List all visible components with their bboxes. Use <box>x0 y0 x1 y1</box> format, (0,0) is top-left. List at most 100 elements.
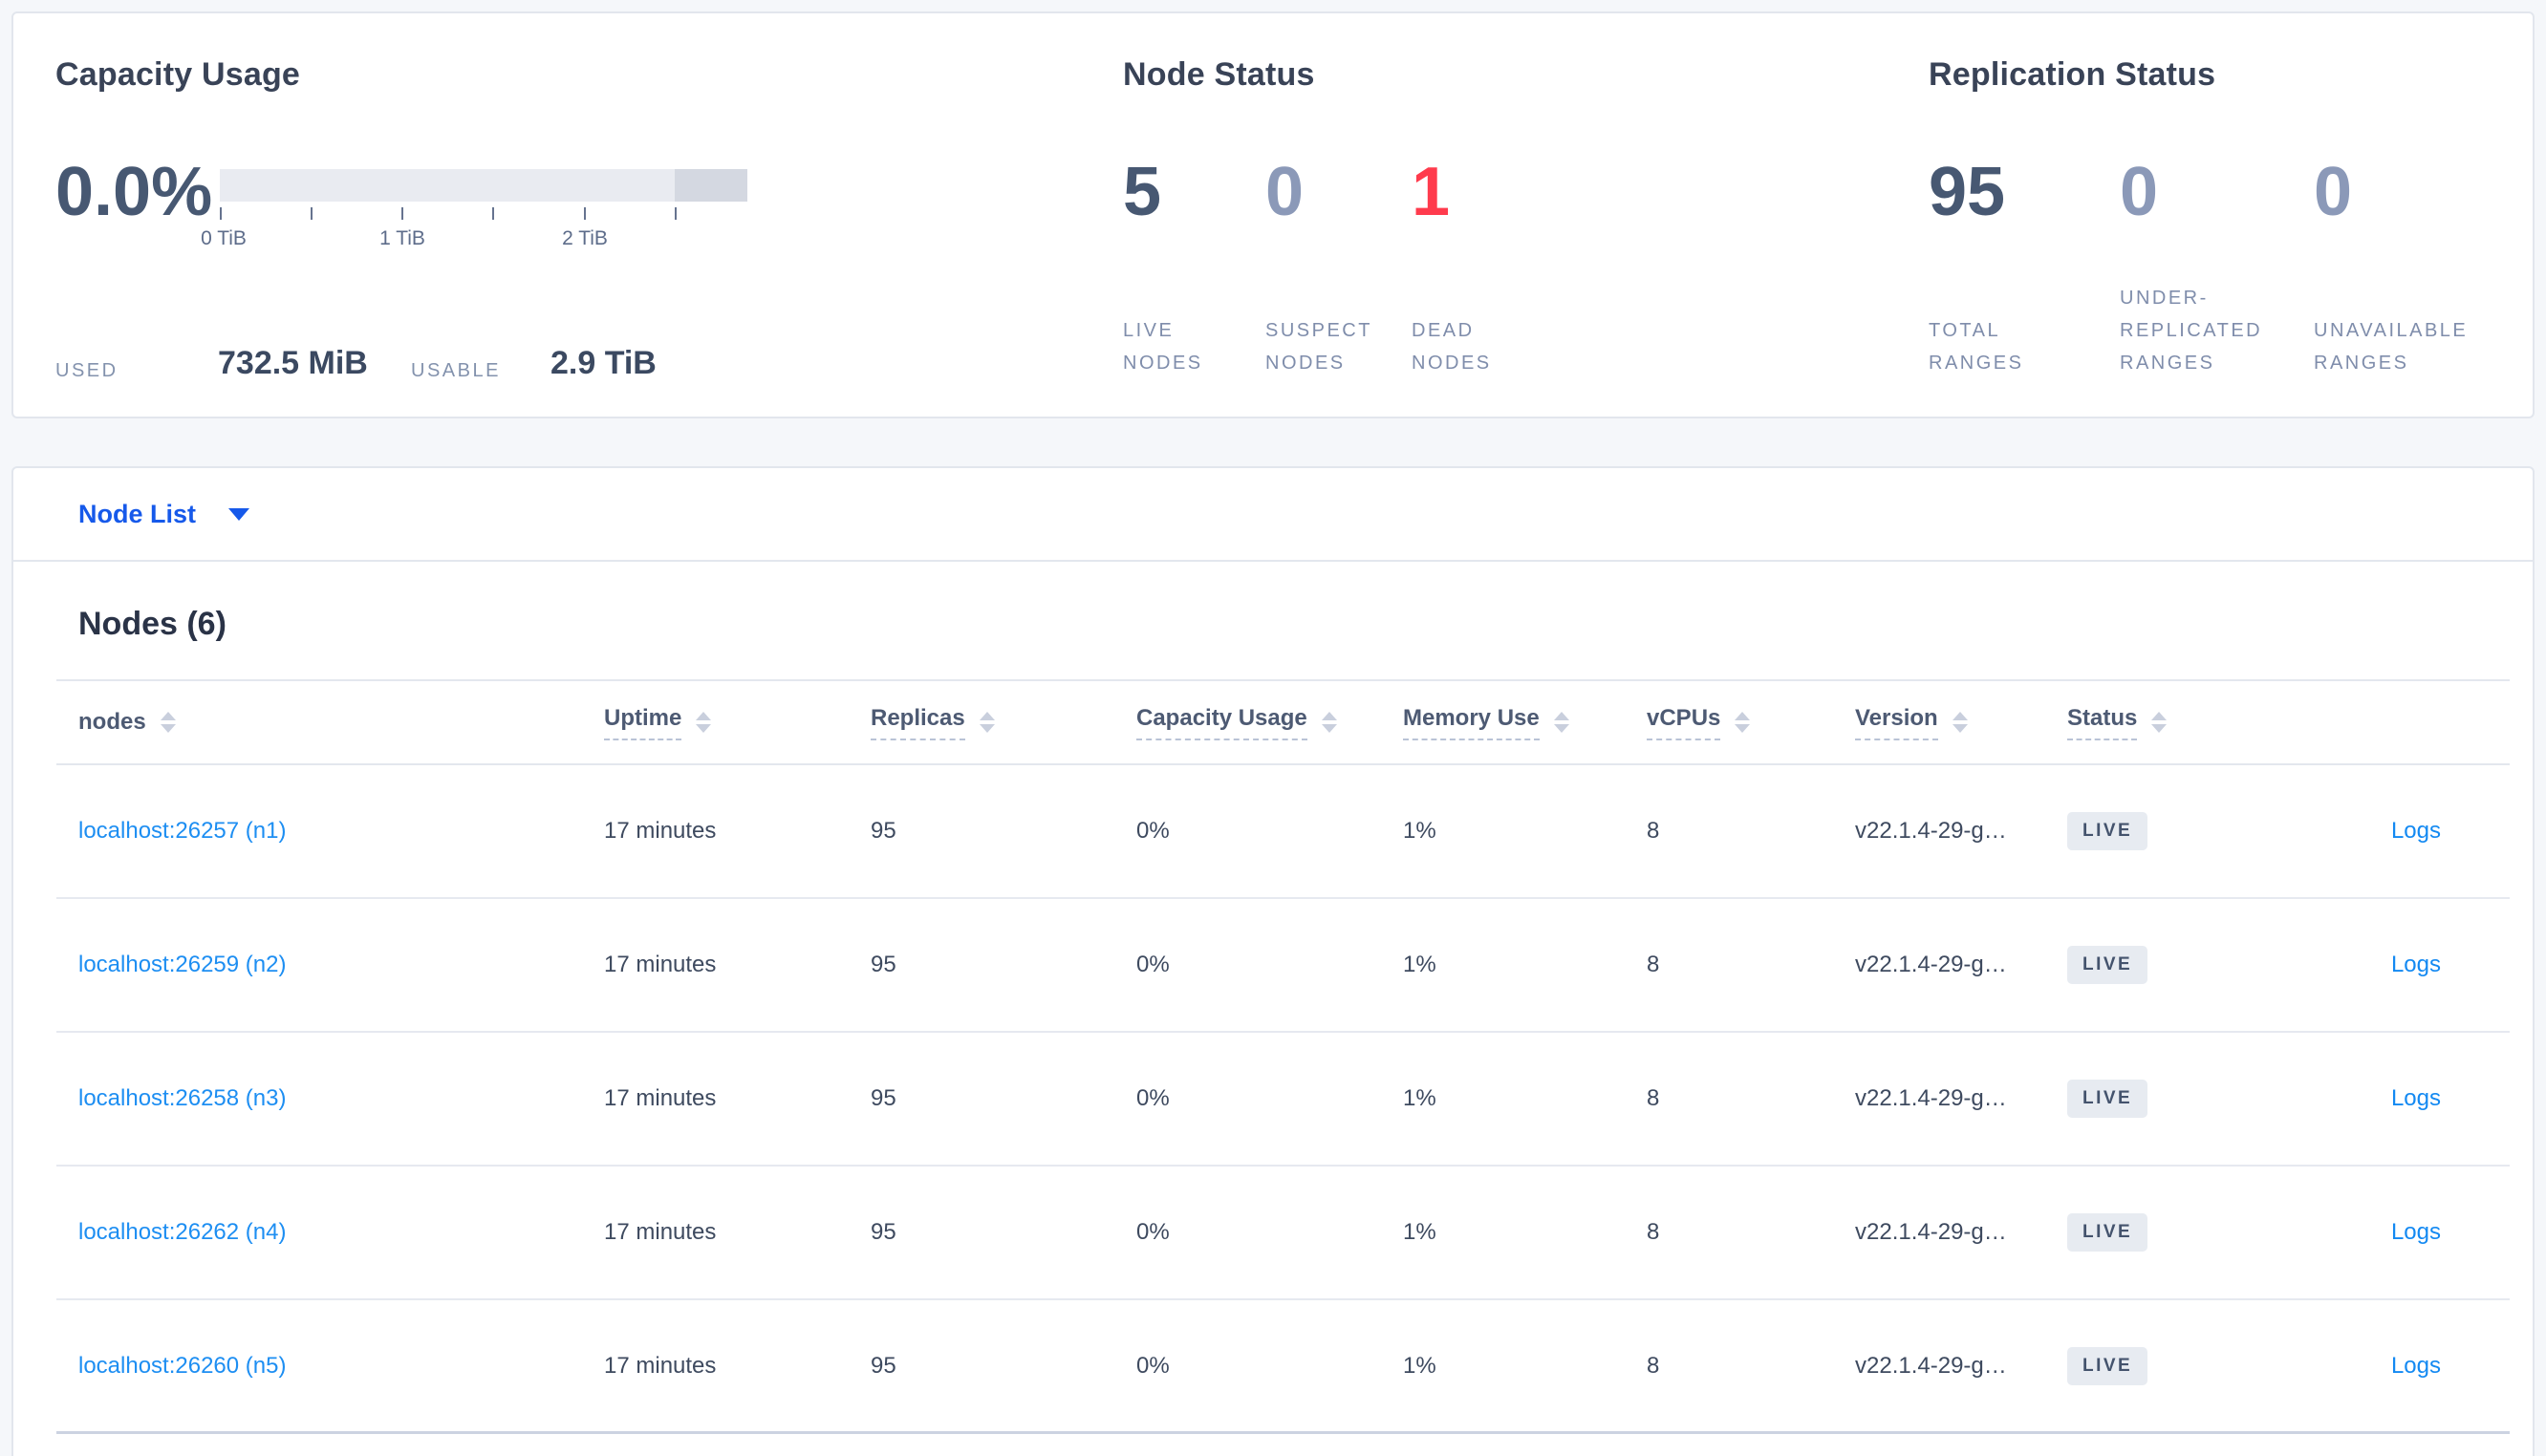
usable-label: USABLE <box>411 360 501 381</box>
logs-link[interactable]: Logs <box>2390 952 2441 977</box>
usable-value: 2.9 TiB <box>550 345 657 381</box>
axis-tick <box>675 207 677 220</box>
sort-icon <box>979 712 995 733</box>
axis-tick-label: 0 TiB <box>201 227 247 249</box>
axis-tick <box>584 207 586 220</box>
logs-link[interactable]: Logs <box>2390 1352 2441 1379</box>
replicas-cell: 95 <box>871 1219 896 1245</box>
logs-link[interactable]: Logs <box>2390 818 2441 844</box>
version-cell: v22.1.4-29-g… <box>1855 1085 2007 1111</box>
sort-icon <box>1321 712 1337 733</box>
memory-cell: 1% <box>1403 1352 1436 1379</box>
vcpus-cell: 8 <box>1647 1219 1660 1245</box>
table-row: localhost:26258 (n3) 17 minutes 95 0% 1%… <box>56 1033 2510 1167</box>
axis-tick-label: 1 TiB <box>379 227 425 249</box>
nodes-table: nodes Uptime Replicas Capacity Usage Mem… <box>56 679 2510 1434</box>
sort-icon <box>2151 712 2168 733</box>
used-label: USED <box>55 360 119 381</box>
axis-tick-label: 2 TiB <box>562 227 608 249</box>
node-list-panel: Node List Nodes (6) nodes Uptime Replica… <box>11 466 2535 1456</box>
version-cell: v22.1.4-29-g… <box>1855 818 2007 844</box>
node-status-title: Node Status <box>1123 56 1315 93</box>
version-cell: v22.1.4-29-g… <box>1855 1352 2007 1379</box>
node-list-dropdown-label: Node List <box>78 499 197 528</box>
uptime-cell: 17 minutes <box>604 1352 717 1379</box>
capacity-gauge-bar-reserved-segment <box>675 169 747 202</box>
cluster-summary-panel: Capacity Usage 0.0% 0 TiB 1 TiB 2 TiB US… <box>11 11 2535 418</box>
unavailable-ranges-count: 0 <box>2314 154 2353 230</box>
column-header-version[interactable]: Version <box>1855 705 2067 740</box>
node-link[interactable]: localhost:26260 (n5) <box>78 1352 287 1379</box>
suspect-nodes-count: 0 <box>1265 154 1305 230</box>
column-header-replicas[interactable]: Replicas <box>871 705 1136 740</box>
status-badge: LIVE <box>2067 1346 2148 1385</box>
total-ranges-count: 95 <box>1929 154 2006 230</box>
node-link[interactable]: localhost:26259 (n2) <box>78 952 287 977</box>
capacity-cell: 0% <box>1136 1352 1170 1379</box>
version-cell: v22.1.4-29-g… <box>1855 1219 2007 1245</box>
node-link[interactable]: localhost:26258 (n3) <box>78 1085 287 1111</box>
axis-tick <box>492 207 494 220</box>
dead-nodes-count: 1 <box>1412 154 1451 230</box>
capacity-percent: 0.0% <box>55 154 213 230</box>
uptime-cell: 17 minutes <box>604 1219 717 1245</box>
column-header-capacity-usage[interactable]: Capacity Usage <box>1136 705 1403 740</box>
column-header-memory-use[interactable]: Memory Use <box>1403 705 1647 740</box>
table-row: localhost:26259 (n2) 17 minutes 95 0% 1%… <box>56 899 2510 1033</box>
under-replicated-ranges-label: UNDER- REPLICATED RANGES <box>2120 288 2263 374</box>
capacity-gauge-bar <box>220 169 747 202</box>
unavailable-ranges-label: UNAVAILABLE RANGES <box>2314 320 2469 374</box>
vcpus-cell: 8 <box>1647 818 1660 844</box>
status-badge: LIVE <box>2067 946 2148 984</box>
version-cell: v22.1.4-29-g… <box>1855 952 2007 977</box>
chevron-down-icon <box>228 507 250 521</box>
capacity-cell: 0% <box>1136 1085 1170 1111</box>
sort-icon <box>160 712 176 733</box>
node-link[interactable]: localhost:26262 (n4) <box>78 1219 287 1245</box>
status-badge: LIVE <box>2067 1213 2148 1252</box>
suspect-nodes-label: SUSPECT NODES <box>1265 320 1372 374</box>
table-row: localhost:26262 (n4) 17 minutes 95 0% 1%… <box>56 1167 2510 1300</box>
axis-tick <box>311 207 313 220</box>
replicas-cell: 95 <box>871 1085 896 1111</box>
sort-icon <box>1553 712 1569 733</box>
node-status-section: Node Status 5 0 1 LIVE NODES SUSPECT NOD… <box>1123 13 1792 417</box>
used-value: 732.5 MiB <box>218 345 368 381</box>
replicas-cell: 95 <box>871 1352 896 1379</box>
table-row: localhost:26260 (n5) 17 minutes 95 0% 1%… <box>56 1300 2510 1434</box>
live-nodes-count: 5 <box>1123 154 1162 230</box>
view-selector-bar: Node List <box>13 468 2533 562</box>
column-header-uptime[interactable]: Uptime <box>604 705 871 740</box>
table-header-row: nodes Uptime Replicas Capacity Usage Mem… <box>56 679 2510 765</box>
sort-icon <box>1952 712 1968 733</box>
memory-cell: 1% <box>1403 952 1436 977</box>
vcpus-cell: 8 <box>1647 952 1660 977</box>
capacity-usage-section: Capacity Usage 0.0% 0 TiB 1 TiB 2 TiB US… <box>55 13 820 417</box>
replication-status-title: Replication Status <box>1929 56 2216 93</box>
capacity-cell: 0% <box>1136 952 1170 977</box>
column-header-nodes[interactable]: nodes <box>56 709 604 736</box>
vcpus-cell: 8 <box>1647 1352 1660 1379</box>
status-badge: LIVE <box>2067 1080 2148 1118</box>
uptime-cell: 17 minutes <box>604 1085 717 1111</box>
table-row: localhost:26257 (n1) 17 minutes 95 0% 1%… <box>56 765 2510 899</box>
column-header-status[interactable]: Status <box>2067 705 2287 740</box>
memory-cell: 1% <box>1403 1085 1436 1111</box>
live-nodes-label: LIVE NODES <box>1123 320 1203 374</box>
logs-link[interactable]: Logs <box>2390 1219 2441 1245</box>
replicas-cell: 95 <box>871 818 896 844</box>
status-badge: LIVE <box>2067 812 2148 850</box>
uptime-cell: 17 minutes <box>604 818 717 844</box>
node-list-dropdown[interactable]: Node List <box>78 499 250 529</box>
uptime-cell: 17 minutes <box>604 952 717 977</box>
column-header-vcpus[interactable]: vCPUs <box>1647 705 1855 740</box>
capacity-cell: 0% <box>1136 818 1170 844</box>
replication-status-section: Replication Status 95 0 0 TOTAL RANGES U… <box>1929 13 2540 417</box>
total-ranges-label: TOTAL RANGES <box>1929 320 2024 374</box>
logs-link[interactable]: Logs <box>2390 1085 2441 1111</box>
sort-icon <box>696 712 712 733</box>
axis-tick <box>401 207 403 220</box>
capacity-usage-title: Capacity Usage <box>55 56 301 93</box>
under-replicated-ranges-count: 0 <box>2120 154 2159 230</box>
node-link[interactable]: localhost:26257 (n1) <box>78 818 287 844</box>
